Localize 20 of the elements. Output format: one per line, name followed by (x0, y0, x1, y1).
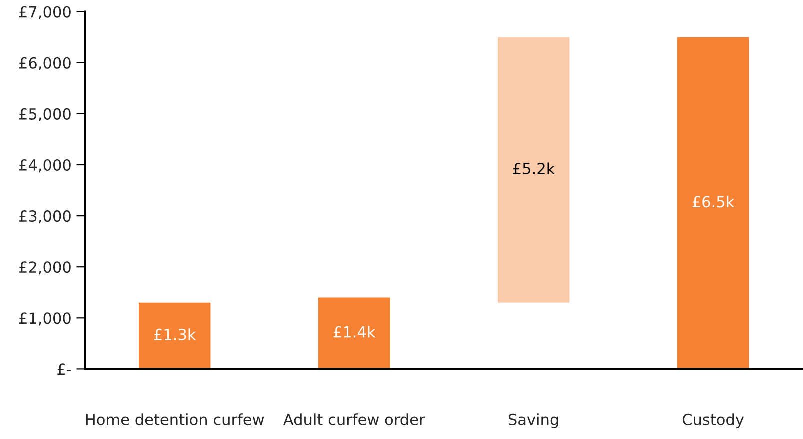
y-tick-label: £7,000 (19, 6, 71, 20)
x-tick-label: Custody (682, 414, 744, 428)
y-tick-label: £4,000 (19, 159, 71, 173)
data-label: £1.3k (154, 328, 196, 340)
x-tick-label: Adult curfew order (284, 414, 426, 426)
bar (318, 298, 390, 370)
bar (677, 37, 750, 370)
y-tick-label: £1,000 (19, 312, 71, 326)
x-tick-label: Saving (508, 414, 558, 428)
x-tick-label: Home detention curfew (86, 414, 264, 426)
y-tick-label: £- (58, 364, 72, 376)
data-label: £6.5k (692, 196, 735, 208)
bar (138, 302, 211, 370)
y-tick-label: £3,000 (19, 210, 71, 224)
y-tick-label: £5,000 (19, 108, 71, 122)
data-label: £1.4k (334, 326, 376, 338)
data-label: £5.2k (513, 162, 556, 175)
bar (498, 37, 570, 303)
y-tick-label: £2,000 (19, 262, 71, 275)
y-tick-label: £6,000 (19, 57, 71, 70)
